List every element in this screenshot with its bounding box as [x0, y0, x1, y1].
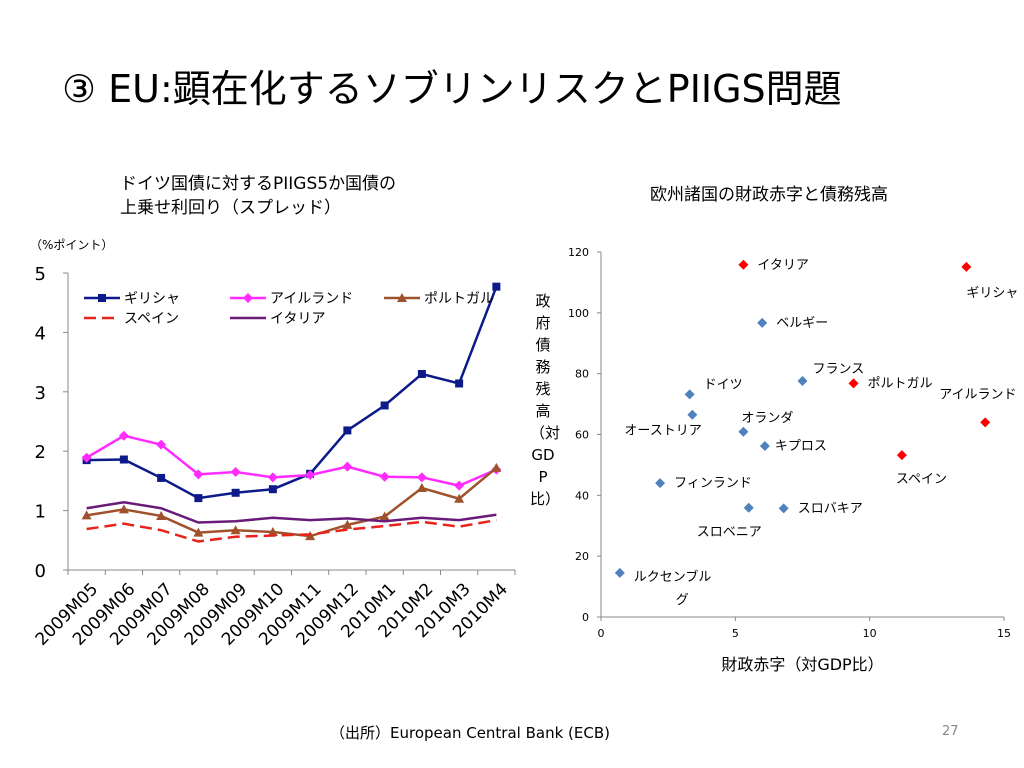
line-chart-y-tick-label: 4	[35, 323, 46, 344]
scatter-point	[798, 376, 808, 386]
scatter-point-label: オーストリア	[624, 424, 701, 439]
line-chart-point	[417, 483, 427, 492]
page-number: 27	[942, 724, 959, 739]
scatter-x-tick-label: 5	[732, 627, 739, 640]
line-chart-point	[454, 481, 464, 491]
scatter-x-tick-label: 15	[997, 627, 1011, 640]
scatter-point	[655, 478, 665, 488]
scatter-x-tick-label: 10	[863, 627, 877, 640]
scatter-y-tick-label: 100	[568, 307, 589, 320]
scatter-y-tick-label: 20	[575, 550, 589, 563]
scatter-point-label: スペイン	[896, 472, 947, 487]
line-chart-legend-label: アイルランド	[270, 291, 353, 307]
line-chart-series-line	[87, 436, 497, 486]
line-chart-series-line	[87, 468, 497, 536]
line-chart-point	[194, 494, 202, 502]
line-chart-point	[417, 472, 427, 482]
line-chart-y-tick-label: 2	[35, 442, 46, 463]
line-chart-point	[232, 489, 240, 497]
scatter-point	[738, 427, 748, 437]
scatter-point	[615, 568, 625, 578]
line-chart-series-line	[87, 520, 497, 541]
scatter-point-label: ポルトガル	[868, 376, 933, 391]
line-chart-y-tick-label: 1	[35, 502, 46, 523]
scatter-point	[757, 318, 767, 328]
scatter-point-label: ルクセンブル	[634, 569, 712, 585]
scatter-point-label: フィンランド	[674, 476, 752, 491]
line-chart-point	[243, 293, 253, 303]
line-chart-y-tick-label: 0	[35, 561, 46, 582]
source-note: （出所）European Central Bank (ECB)	[330, 722, 610, 743]
scatter-y-tick-label: 40	[575, 489, 589, 502]
line-chart-legend-label: スペイン	[124, 311, 179, 327]
scatter-point-label: スロベニア	[697, 525, 762, 540]
line-chart-point	[231, 467, 241, 477]
scatter-point-label: ギリシャ	[966, 286, 1018, 301]
line-chart-point	[418, 370, 426, 378]
line-chart-point	[381, 401, 389, 409]
line-chart-y-tick-label: 5	[35, 264, 46, 285]
scatter-point-label: キプロス	[775, 439, 827, 454]
line-chart-point	[342, 462, 352, 472]
scatter-y-tick-label: 0	[582, 611, 589, 624]
scatter-point	[760, 441, 770, 451]
scatter-point-label: アイルランド	[939, 387, 1016, 402]
scatter-point	[897, 450, 907, 460]
scatter-point-label: オランダ	[741, 411, 793, 426]
scatter-point	[779, 503, 789, 513]
line-chart-point	[269, 485, 277, 493]
line-chart-point	[157, 474, 165, 482]
scatter-point	[687, 410, 697, 420]
line-chart-series-line	[87, 502, 497, 522]
scatter-point-label: イタリア	[757, 258, 808, 273]
scatter-y-tick-label: 80	[575, 368, 589, 381]
scatter-y-tick-label: 120	[568, 246, 589, 259]
scatter-x-axis-label: 財政赤字（対GDP比）	[721, 655, 883, 674]
scatter-x-tick-label: 0	[598, 627, 605, 640]
line-chart-point	[120, 456, 128, 464]
scatter-point-label: スロバキア	[798, 501, 863, 516]
scatter-point-label: フランス	[813, 362, 865, 377]
scatter-point	[685, 389, 695, 399]
line-chart-point	[98, 294, 106, 302]
scatter-point	[744, 503, 754, 513]
scatter-point-label: ベルギー	[776, 316, 828, 331]
scatter-point-label: グ	[676, 593, 689, 608]
scatter-point	[980, 417, 990, 427]
line-chart-point	[455, 379, 463, 387]
line-chart-legend-label: ギリシャ	[124, 291, 180, 307]
line-chart-point	[268, 472, 278, 482]
charts-canvas: 0123452009M052009M062009M072009M082009M0…	[0, 0, 1024, 768]
line-chart-point	[491, 463, 501, 472]
line-chart-legend-label: イタリア	[270, 311, 325, 327]
line-chart-point	[380, 472, 390, 482]
scatter-point-label: ドイツ	[704, 377, 743, 392]
scatter-y-tick-label: 60	[575, 429, 589, 442]
scatter-point	[738, 260, 748, 270]
scatter-point	[849, 378, 859, 388]
line-chart-point	[492, 283, 500, 291]
line-chart-y-tick-label: 3	[35, 383, 46, 404]
scatter-point	[961, 262, 971, 272]
line-chart-point	[343, 426, 351, 434]
line-chart-legend-label: ポルトガル	[424, 291, 494, 307]
